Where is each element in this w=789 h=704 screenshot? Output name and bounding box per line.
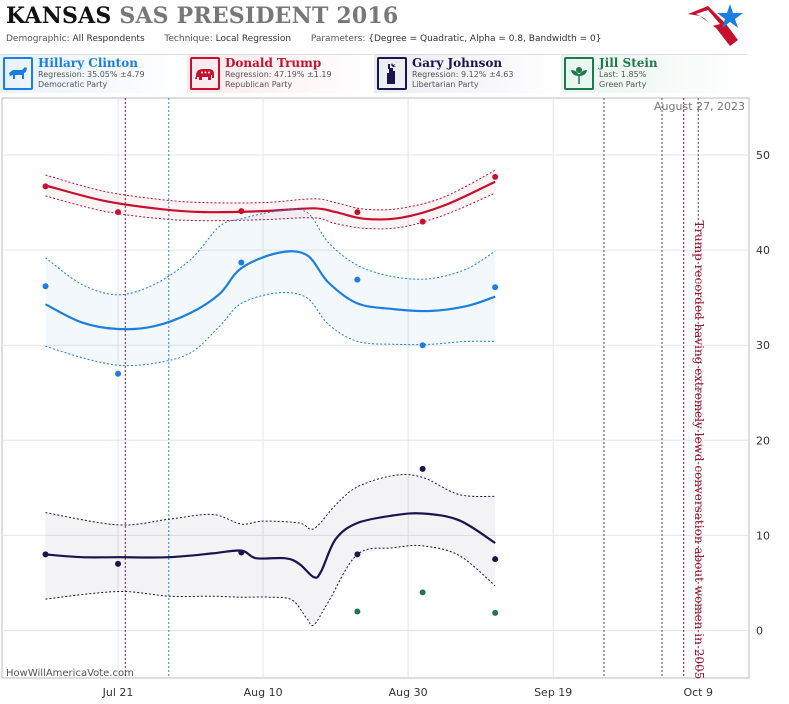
candidate-name: Gary Johnson	[412, 56, 503, 70]
y-tick-label: 50	[756, 149, 770, 162]
confidence-band	[45, 211, 496, 366]
poll-point	[42, 183, 49, 190]
regression-line	[45, 250, 496, 331]
regression-line	[45, 180, 496, 221]
poll-point	[115, 560, 122, 567]
plot-area	[1, 97, 750, 679]
poll-point	[492, 609, 499, 616]
regression-line	[45, 512, 496, 579]
candidate-card-stein[interactable]: Jill Stein Last: 1.85% Green Party	[561, 54, 747, 93]
poll-point	[419, 465, 426, 472]
y-tick-label: 0	[756, 624, 763, 637]
poll-point	[492, 556, 499, 563]
candidate-party: Republican Party	[225, 80, 293, 89]
elephant-icon	[190, 57, 220, 90]
candidate-party: Democratic Party	[38, 80, 108, 89]
poll-point	[238, 259, 245, 266]
poll-point	[354, 608, 361, 615]
technique-label: Technique:	[164, 34, 213, 44]
poll-point	[115, 370, 122, 377]
event-annotation: Trump recorded having extremely lewd con…	[692, 220, 706, 679]
y-tick-label: 10	[756, 529, 770, 542]
poll-point	[238, 208, 245, 215]
poll-point	[492, 173, 499, 180]
candidate-party: Green Party	[599, 80, 647, 89]
poll-point	[42, 283, 49, 290]
poll-point	[354, 551, 361, 558]
poll-point	[354, 209, 361, 216]
poll-point	[115, 209, 122, 216]
demographic-label: Demographic:	[6, 34, 70, 44]
lower-bound-line	[45, 292, 496, 367]
parameters-label: Parameters:	[310, 34, 366, 44]
poll-point	[492, 284, 499, 291]
technique-value: Local Regression	[215, 34, 292, 44]
chart-title: KANSAS SAS PRESIDENT 2016	[6, 3, 398, 29]
x-tick-label: Oct 9	[683, 686, 713, 699]
candidate-card-johnson[interactable]: Gary Johnson Regression: 9.12% ±4.63 Lib…	[374, 54, 560, 93]
poll-chart: 0 10 20 30 40 50 Jul 21 Aug 10 Aug 30 Sep 19 Oct 9…	[1, 97, 770, 699]
chart-header: KANSAS SAS PRESIDENT 2016 Demographic: A…	[0, 0, 789, 52]
poll-point	[419, 589, 426, 596]
candidate-legend: Hillary Clinton Regression: 35.05% ±4.79…	[0, 54, 789, 94]
confidence-band	[45, 475, 496, 625]
lower-bound-line	[45, 544, 496, 626]
candidate-card-trump[interactable]: Donald Trump Regression: 47.19% ±1.19 Re…	[187, 54, 373, 93]
x-tick-label: Aug 10	[244, 686, 283, 699]
x-tick-label: Jul 21	[102, 686, 134, 699]
y-tick-label: 40	[756, 244, 770, 257]
parameters-line: Demographic: All Respondents Technique: …	[6, 34, 601, 44]
y-tick-label: 30	[756, 339, 770, 352]
upper-bound-line	[45, 474, 496, 530]
parameters-value: {Degree = Quadratic, Alpha = 0.8, Bandwi…	[368, 34, 602, 44]
source-credit: HowWillAmericaVote.com	[6, 668, 134, 679]
poll-point	[419, 218, 426, 225]
poll-point	[42, 551, 49, 558]
confidence-band	[45, 170, 496, 229]
demographic-value: All Respondents	[72, 34, 145, 44]
poll-point	[238, 549, 245, 556]
candidate-last: Last: 1.85%	[599, 70, 647, 79]
date-badge: August 27, 2023	[654, 100, 745, 113]
state-name: KANSAS	[6, 3, 112, 29]
x-tick-label: Sep 19	[534, 686, 572, 699]
race-name: SAS PRESIDENT 2016	[119, 3, 399, 29]
x-tick-label: Aug 30	[389, 686, 428, 699]
candidate-card-clinton[interactable]: Hillary Clinton Regression: 35.05% ±4.79…	[0, 54, 186, 93]
upper-bound-line	[45, 208, 496, 296]
candidate-party: Libertarian Party	[412, 80, 479, 89]
candidate-regression: Regression: 47.19% ±1.19	[225, 70, 332, 79]
poll-point	[354, 276, 361, 283]
candidate-name: Donald Trump	[225, 56, 322, 70]
donkey-icon	[3, 57, 33, 90]
site-logo-icon	[688, 4, 743, 46]
candidate-name: Hillary Clinton	[38, 56, 138, 70]
candidate-name: Jill Stein	[599, 56, 658, 70]
upper-bound-line	[45, 169, 496, 211]
poll-point	[419, 342, 426, 349]
y-tick-label: 20	[756, 434, 770, 447]
candidate-regression: Regression: 35.05% ±4.79	[38, 70, 145, 79]
leaf-flower-icon	[564, 57, 594, 90]
statue-of-liberty-icon	[377, 57, 407, 90]
candidate-regression: Regression: 9.12% ±4.63	[412, 70, 514, 79]
